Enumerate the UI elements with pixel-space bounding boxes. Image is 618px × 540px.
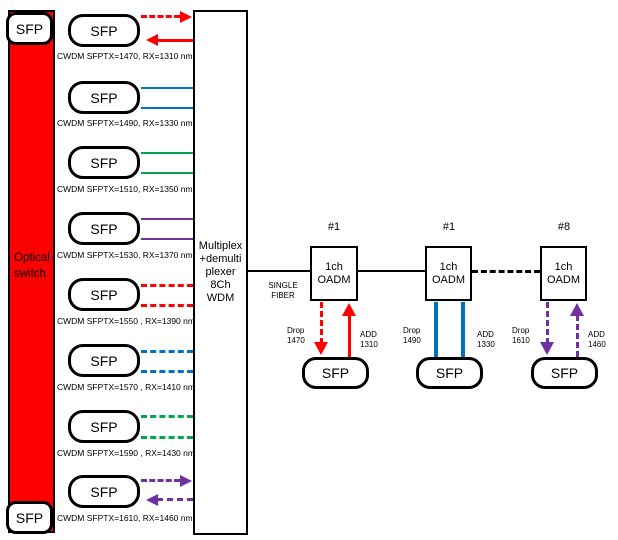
mux-demux-box bbox=[193, 10, 248, 535]
sfp-label: SFP bbox=[90, 89, 118, 106]
oadm1-add-line bbox=[348, 315, 351, 357]
sfp-label: SFP bbox=[90, 286, 118, 303]
rx-fiber-ch5 bbox=[141, 304, 193, 307]
single-fiber-label: SINGLE FIBER bbox=[268, 281, 298, 300]
arrowhead-left-ch8 bbox=[146, 494, 158, 506]
sfp-label: SFP bbox=[15, 20, 44, 37]
sfp-module-ch8: SFP bbox=[68, 475, 140, 508]
tx-fiber-ch1 bbox=[141, 15, 180, 18]
oadm1-drop-label: Drop 1470 bbox=[287, 326, 305, 345]
optical-switch-box bbox=[8, 10, 55, 533]
oadm2-add-line bbox=[461, 302, 465, 357]
sfp-module-ch4: SFP bbox=[68, 212, 140, 245]
sfp-label: SFP bbox=[321, 365, 350, 381]
oadm1-add-arrowhead bbox=[342, 303, 356, 316]
oadm2-drop-label: Drop 1490 bbox=[403, 326, 421, 345]
tx-fiber-ch3 bbox=[141, 152, 193, 154]
oadm3-drop-arrowhead bbox=[540, 342, 554, 355]
sfp-module-ch7: SFP bbox=[68, 410, 140, 443]
trunk-segment-2 bbox=[358, 270, 425, 272]
sfp-module-oadm2: SFP bbox=[416, 357, 483, 389]
cwdm-caption-ch6: CWDM SFPTX=1570 , RX=1410 nm bbox=[57, 382, 195, 392]
sfp-module-ch2: SFP bbox=[68, 81, 140, 114]
cwdm-caption-ch2: CWDM SFPTX=1490, RX=1330 nm bbox=[57, 118, 193, 128]
oadm1-add-label: ADD 1310 bbox=[360, 330, 378, 349]
oadm2-box: 1ch OADM bbox=[425, 246, 472, 301]
sfp-label: SFP bbox=[90, 352, 118, 369]
trunk-segment-1 bbox=[248, 270, 310, 272]
oadm3-drop-line bbox=[546, 302, 549, 344]
sfp-label: SFP bbox=[90, 154, 118, 171]
oadm3-box: 1ch OADM bbox=[540, 246, 587, 301]
rx-fiber-ch6 bbox=[141, 370, 193, 373]
oadm3-drop-label: Drop 1610 bbox=[512, 326, 530, 345]
sfp-module-oadm1: SFP bbox=[302, 357, 369, 389]
rx-fiber-ch8 bbox=[157, 498, 193, 501]
arrowhead-right-ch1 bbox=[180, 11, 192, 23]
sfp-module-switch-bottom: SFP bbox=[6, 501, 53, 534]
arrowhead-left-ch1 bbox=[146, 34, 158, 46]
oadm3-add-arrowhead bbox=[570, 303, 584, 316]
sfp-module-oadm3: SFP bbox=[531, 357, 598, 389]
mux-demux-label: Multiplex +demulti plexer 8Ch WDM bbox=[198, 240, 243, 304]
sfp-module-ch5: SFP bbox=[68, 278, 140, 311]
oadm1-box: 1ch OADM bbox=[310, 246, 358, 301]
oadm1-drop-line bbox=[320, 302, 323, 344]
sfp-module-ch3: SFP bbox=[68, 146, 140, 179]
oadm2-drop-line bbox=[434, 302, 438, 357]
sfp-label: SFP bbox=[15, 509, 44, 526]
oadm3-add-label: ADD 1460 bbox=[588, 330, 606, 349]
tx-fiber-ch8 bbox=[141, 479, 180, 482]
oadm2-number: #1 bbox=[442, 221, 456, 233]
optical-switch-label: Optical switch bbox=[14, 252, 50, 280]
rx-fiber-ch7 bbox=[141, 436, 193, 439]
cwdm-caption-ch3: CWDM SFPTX=1510, RX=1350 nm bbox=[57, 184, 193, 194]
oadm2-add-label: ADD 1330 bbox=[477, 330, 495, 349]
tx-fiber-ch7 bbox=[141, 415, 193, 418]
rx-fiber-ch3 bbox=[141, 172, 193, 174]
sfp-label: SFP bbox=[90, 22, 118, 39]
sfp-module-ch1: SFP bbox=[68, 14, 140, 47]
sfp-label: SFP bbox=[90, 220, 118, 237]
tx-fiber-ch4 bbox=[141, 218, 193, 220]
sfp-label: SFP bbox=[90, 483, 118, 500]
cwdm-caption-ch8: CWDM SFPTX=1610, RX=1460 nm bbox=[57, 513, 193, 523]
rx-fiber-ch4 bbox=[141, 238, 193, 240]
cwdm-caption-ch5: CWDM SFPTX=1550 , RX=1390 nm bbox=[57, 316, 195, 326]
sfp-label: SFP bbox=[550, 365, 579, 381]
oadm1-drop-arrowhead bbox=[314, 342, 328, 355]
tx-fiber-ch6 bbox=[141, 350, 193, 353]
oadm1-number: #1 bbox=[327, 221, 341, 233]
arrowhead-right-ch8 bbox=[180, 475, 192, 487]
tx-fiber-ch2 bbox=[141, 87, 193, 89]
rx-fiber-ch1 bbox=[157, 39, 193, 42]
trunk-segment-3 bbox=[472, 270, 540, 273]
sfp-module-switch-top: SFP bbox=[6, 12, 53, 45]
sfp-module-ch6: SFP bbox=[68, 344, 140, 377]
sfp-label: SFP bbox=[90, 418, 118, 435]
cwdm-caption-ch7: CWDM SFPTX=1590 , RX=1430 nm bbox=[57, 448, 195, 458]
tx-fiber-ch5 bbox=[141, 284, 193, 287]
sfp-label: SFP bbox=[435, 365, 464, 381]
rx-fiber-ch2 bbox=[141, 107, 193, 109]
oadm3-number: #8 bbox=[557, 221, 571, 233]
oadm3-add-line bbox=[576, 315, 579, 357]
cwdm-caption-ch1: CWDM SFPTX=1470, RX=1310 nm bbox=[57, 51, 193, 61]
cwdm-caption-ch4: CWDM SFPTX=1530, RX=1370 nm bbox=[57, 250, 193, 260]
